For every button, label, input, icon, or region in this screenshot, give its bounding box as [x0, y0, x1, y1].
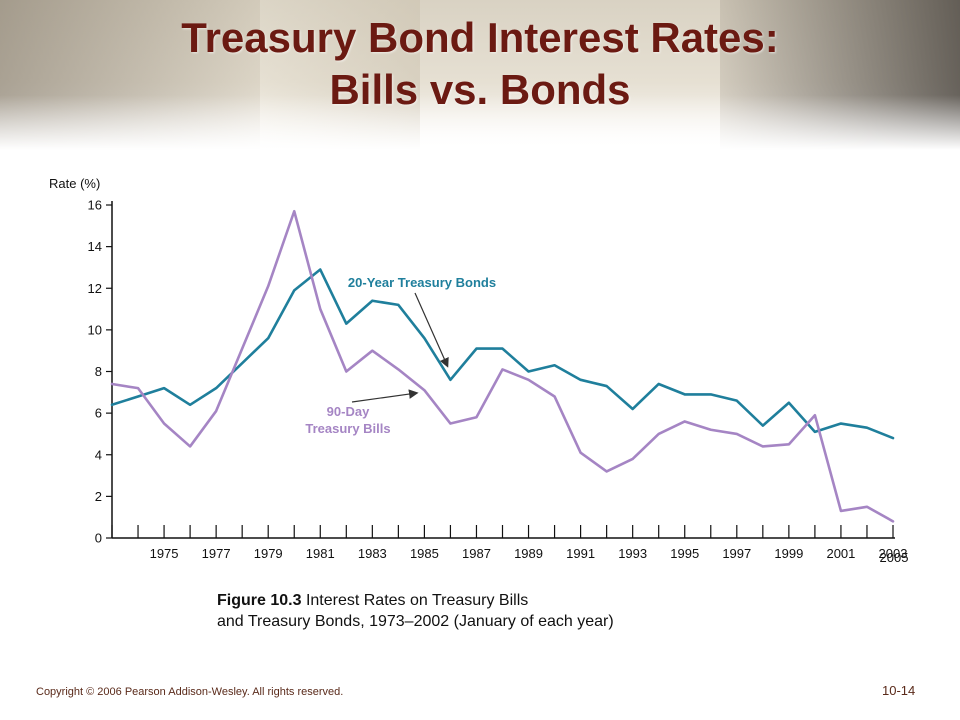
x-tick-label: 2003 [879, 546, 908, 561]
y-tick-label: 12 [88, 281, 102, 296]
x-tick-label: 2001 [826, 546, 855, 561]
x-tick-label: 1989 [514, 546, 543, 561]
figure-caption: Figure 10.3 Interest Rates on Treasury B… [217, 590, 817, 632]
y-tick-label: 6 [95, 406, 102, 421]
slide-number: 10-14 [882, 683, 916, 698]
x-tick-label: 1991 [566, 546, 595, 561]
copyright-notice: Copyright © 2006 Pearson Addison-Wesley.… [36, 686, 344, 698]
banner-fade [0, 95, 960, 150]
caption-figure-number: Figure 10.3 [217, 592, 302, 609]
x-tick-label: 1999 [774, 546, 803, 561]
y-tick-label: 10 [88, 322, 102, 337]
slide-title-line-1: Treasury Bond Interest Rates: [181, 14, 779, 61]
x-tick-label: 2005 [880, 550, 909, 565]
y-tick-label: 2 [95, 489, 102, 504]
chart-series [110, 209, 895, 523]
x-tick-label: 1995 [670, 546, 699, 561]
y-tick-label: 4 [95, 447, 102, 462]
x-tick-label: 1987 [462, 546, 491, 561]
series-line-bonds [110, 268, 895, 440]
x-tick-label: 1977 [202, 546, 231, 561]
x-tick-label: 1975 [150, 546, 179, 561]
caption-line-1: Interest Rates on Treasury Bills [305, 592, 529, 609]
series-line-bills [110, 209, 895, 523]
title-banner [0, 0, 960, 150]
x-tick-label: 1981 [306, 546, 335, 561]
bills-series-label-line-2: Treasury Bills [305, 421, 390, 436]
y-tick-label: 0 [95, 531, 102, 546]
bills-series-label-line-1: 90-Day [327, 404, 370, 419]
x-tick-label: 1993 [618, 546, 647, 561]
y-tick-label: 16 [88, 198, 102, 213]
x-tick-label: 1997 [722, 546, 751, 561]
bonds-label-arrow [414, 292, 449, 368]
slide-title-line-2: Bills vs. Bonds [329, 66, 631, 113]
chart-axes: Rate (%) 0 2 4 6 8 10 12 14 16 1975 1977 1979 1981 198… [49, 176, 908, 565]
x-tick-label: 1983 [358, 546, 387, 561]
x-tick-label: 1979 [254, 546, 283, 561]
y-tick-label: 14 [88, 239, 102, 254]
x-tick-label: 1985 [410, 546, 439, 561]
y-tick-label: 8 [95, 364, 102, 379]
chart-annotations: 20-Year Treasury Bonds 90-Day Treasury Bil… [305, 275, 496, 436]
caption-line-2: and Treasury Bonds, 1973–2002 (January o… [217, 613, 614, 630]
bills-label-arrow [351, 389, 419, 403]
slide-title: Treasury Bond Interest Rates: Bills vs. … [0, 12, 960, 116]
y-axis-title: Rate (%) [49, 176, 100, 191]
bonds-series-label: 20-Year Treasury Bonds [348, 275, 496, 290]
